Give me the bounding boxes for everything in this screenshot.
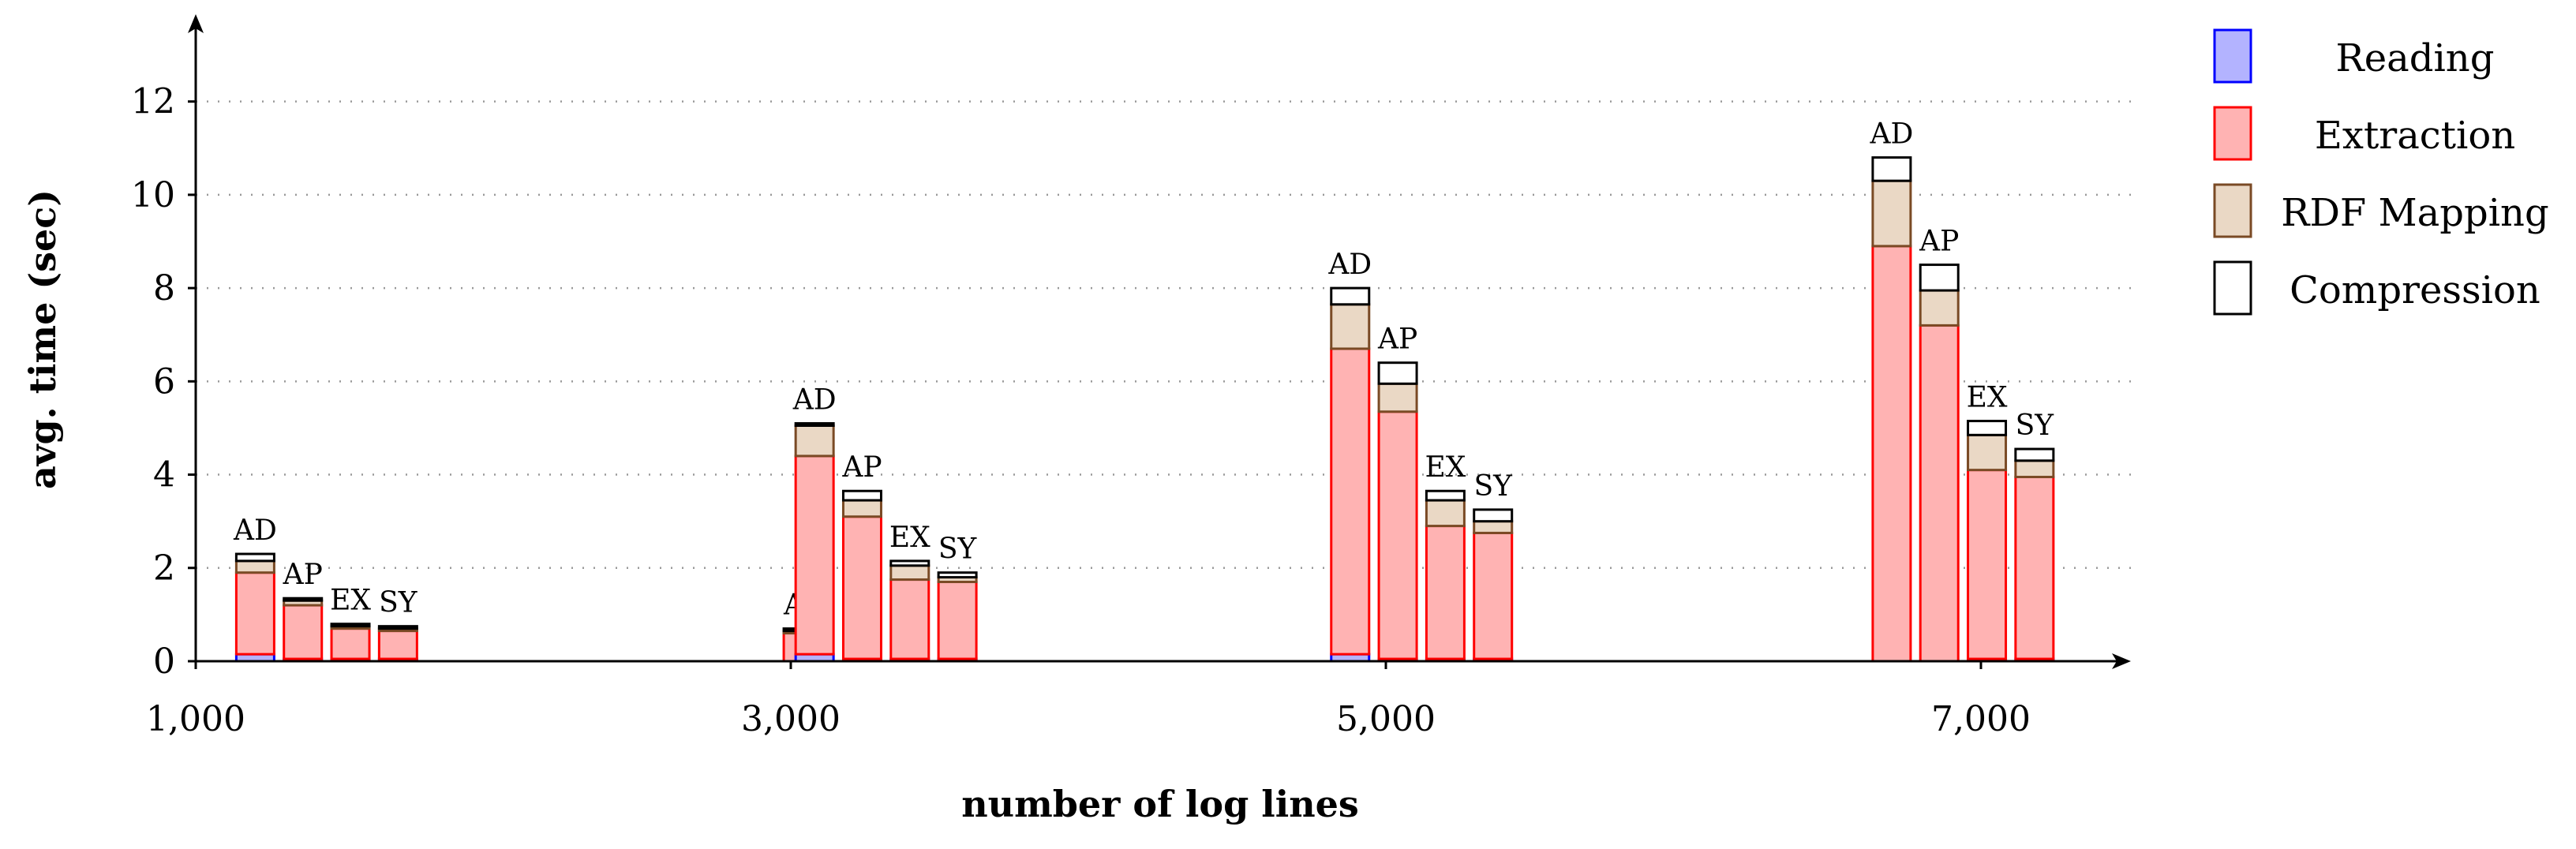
bar-segment-compression [2014, 447, 2055, 462]
bar-segment-extraction [937, 581, 978, 660]
bar-segment-compression [234, 552, 275, 563]
bars: ADAPEXSYATADAPEXSYADAPEXSYADAPEXSY [233, 118, 2055, 663]
bar-label: SY [2016, 410, 2055, 442]
x-tick-label: 3,000 [741, 699, 841, 739]
bar-segment-rdf-mapping [1919, 289, 1960, 327]
legend-label: RDF Mapping [2281, 191, 2548, 235]
y-tick-label: 4 [153, 455, 175, 496]
bar-segment-compression [1425, 489, 1466, 502]
bar-label: AD [1869, 118, 1913, 151]
tick-labels: 0 2 4 6 8 10 12 1,000 3,000 5,000 7,000 [131, 82, 2031, 739]
bar-segment-rdf-mapping [234, 559, 275, 574]
bar-segment-rdf-mapping [1330, 303, 1371, 350]
bar-segment-compression [1330, 286, 1371, 306]
bar-segment-extraction [889, 578, 930, 660]
y-axis-arrow [188, 14, 204, 33]
bar-label: AD [792, 384, 837, 417]
bar-segment-compression [841, 489, 882, 502]
y-tick-label: 6 [153, 361, 175, 402]
axes [188, 14, 2131, 669]
bar-segment-compression [1473, 508, 1514, 523]
bar-segment-extraction [283, 604, 324, 660]
bar-segment-rdf-mapping [1967, 433, 2008, 472]
bar-label: AD [1327, 249, 1372, 281]
bar-segment-compression [889, 559, 930, 567]
x-tick-label: 5,000 [1336, 699, 1436, 739]
bar-segment-compression [937, 571, 978, 579]
bar-segment-rdf-mapping [794, 424, 835, 458]
legend: Reading Extraction RDF Mapping Compression [2213, 28, 2549, 316]
y-tick-label: 2 [153, 548, 175, 589]
bar-segment-extraction [1919, 324, 1960, 663]
bar-segment-compression [1377, 361, 1418, 385]
bar-segment-compression [377, 625, 418, 630]
bar-segment-compression [283, 597, 324, 602]
legend-swatch-rdf-mapping [2213, 183, 2252, 238]
x-axis-title: number of log lines [961, 783, 1359, 825]
bar-segment-extraction [2014, 476, 2055, 660]
bar-segment-extraction [1377, 410, 1418, 660]
bar-label: SY [1474, 470, 1514, 503]
bar-segment-rdf-mapping [2014, 459, 2055, 479]
bar-segment-rdf-mapping [1377, 382, 1418, 413]
bar-segment-extraction [377, 630, 418, 660]
x-tick-label: 1,000 [146, 699, 245, 739]
bar-label: EX [889, 522, 930, 554]
bar-label: EX [1967, 382, 2008, 414]
bar-label: AP [1377, 324, 1417, 356]
bar-segment-rdf-mapping [841, 499, 882, 518]
x-tick-label: 7,000 [1931, 699, 2031, 739]
bar-segment-extraction [234, 571, 275, 656]
bar-label: SY [938, 533, 978, 566]
legend-label: Extraction [2315, 114, 2515, 158]
legend-swatch-extraction [2213, 106, 2252, 161]
bar-label: AP [841, 451, 882, 484]
y-tick-label: 8 [153, 268, 175, 309]
bar-segment-rdf-mapping [1425, 499, 1466, 528]
bar-segment-extraction [330, 627, 371, 660]
y-tick-label: 12 [131, 82, 175, 122]
x-axis-arrow [2112, 653, 2131, 669]
legend-swatch-reading [2213, 28, 2252, 84]
bar-label: AD [233, 514, 277, 547]
bar-segment-compression [1967, 420, 2008, 436]
legend-label: Compression [2290, 268, 2540, 312]
bar-segment-rdf-mapping [889, 564, 930, 582]
y-tick-label: 10 [131, 175, 175, 215]
bar-segment-rdf-mapping [1871, 179, 1912, 248]
bar-segment-extraction [1967, 469, 2008, 660]
bar-label: AP [283, 559, 323, 591]
bar-segment-compression [330, 623, 371, 628]
legend-swatch-compression [2213, 260, 2252, 316]
bar-segment-extraction [841, 515, 882, 660]
legend-label: Reading [2336, 36, 2495, 80]
bar-label: AP [1919, 226, 1959, 258]
bar-segment-compression [1919, 264, 1960, 292]
y-axis-title: avg. time (sec) [21, 189, 64, 489]
grid-lines [196, 100, 2131, 570]
bar-segment-extraction [1473, 531, 1514, 660]
y-tick-label: 0 [153, 641, 175, 682]
bar-segment-extraction [1425, 525, 1466, 660]
bar-segment-compression [794, 422, 835, 427]
bar-segment-extraction [1330, 347, 1371, 656]
bar-label: EX [330, 585, 371, 617]
bar-segment-extraction [794, 454, 835, 656]
bar-segment-compression [1871, 156, 1912, 182]
bar-segment-extraction [1871, 245, 1912, 663]
bar-segment-rdf-mapping [1473, 520, 1514, 534]
bar-label: EX [1425, 451, 1466, 484]
bar-label: SY [379, 587, 418, 619]
